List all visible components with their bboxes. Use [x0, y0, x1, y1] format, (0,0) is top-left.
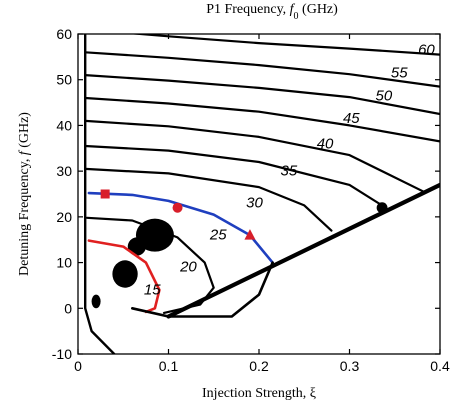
contour-label-35: 35 [281, 163, 298, 180]
contour-label-60: 60 [418, 42, 435, 59]
marker-layer [100, 189, 256, 240]
y-tick-label: 20 [56, 209, 72, 225]
dark-region-1 [135, 218, 174, 252]
dark-region-4 [91, 294, 101, 309]
x-tick-label: 0.4 [430, 358, 450, 374]
y-tick-label: 10 [56, 255, 72, 271]
contour-label-50: 50 [376, 87, 393, 104]
dark-region-2 [127, 237, 146, 256]
contour-line-3 [84, 74, 440, 116]
y-tick-label: 30 [56, 163, 72, 179]
y-tick-label: -10 [52, 346, 72, 362]
y-tick-label: 40 [56, 117, 72, 133]
contour-line-13 [166, 182, 440, 319]
contour-lines [84, 34, 440, 354]
marker-square [100, 189, 110, 199]
contour-label-25: 25 [209, 227, 227, 244]
x-tick-label: 0.2 [249, 358, 269, 374]
y-tick-label: 50 [56, 72, 72, 88]
dark-region-3 [112, 260, 138, 288]
x-axis-label: Injection Strength, ξ [202, 386, 316, 401]
x-tick-label: 0.3 [340, 358, 360, 374]
contour-label-15: 15 [144, 282, 161, 299]
contour-line-11 [84, 34, 116, 354]
dark-region-layer [91, 202, 388, 309]
contour-line-4 [84, 96, 440, 143]
contour-line-9 [85, 216, 215, 314]
y-tick-label: 0 [64, 300, 72, 316]
contour-line-10 [87, 239, 161, 314]
contour-line-6 [84, 144, 387, 209]
marker-triangle [244, 229, 256, 240]
contour-line-8 [87, 191, 274, 264]
x-tick-label: 0 [74, 358, 82, 374]
contour-label-30: 30 [246, 195, 263, 212]
contour-label-40: 40 [317, 135, 334, 152]
contour-line-2 [84, 51, 440, 88]
contour-line-1 [127, 34, 440, 56]
contour-line-7 [84, 167, 333, 232]
contour-label-55: 55 [391, 64, 408, 81]
contour-label-layer: 60 55 50 45 40 35 30 25 20 15 [144, 42, 436, 299]
contour-line-5 [84, 119, 425, 193]
contour-label-45: 45 [343, 110, 360, 127]
x-tick-label: 0.1 [159, 358, 179, 374]
y-axis-label: Detuning Frequency, f (GHz) [17, 112, 32, 276]
chart-title: P1 Frequency, f0 (GHz) [206, 2, 338, 22]
y-tick-label: 60 [56, 26, 72, 42]
marker-circle [172, 202, 183, 213]
contour-label-20: 20 [179, 259, 197, 276]
contour-line-12 [131, 261, 274, 318]
